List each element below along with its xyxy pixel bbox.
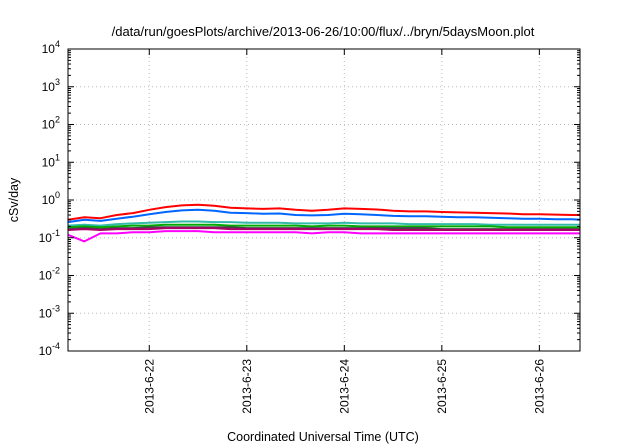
y-tick-label: 101 [42,152,60,169]
x-tick-label: 2013-6-23 [240,359,254,414]
series-line [67,220,580,227]
y-tick-label: 10-2 [39,266,60,283]
y-tick-label: 10-1 [39,228,60,245]
x-tick-label: 2013-6-25 [435,359,449,414]
x-tick-label: 2013-6-26 [532,359,546,414]
series-line [67,223,580,229]
y-tick-label: 104 [42,39,60,56]
series-lines [67,203,581,243]
grid [68,49,580,351]
x-axis-label: Coordinated Universal Time (UTC) [227,430,419,444]
y-tick-label: 103 [42,77,60,94]
y-axis: 10-4 10-3 10-2 10-1 100 101 102 103 104 [39,39,580,358]
series-line [67,208,581,224]
y-axis-label: cSv/day [7,177,21,222]
series-line [67,227,580,231]
series-line [67,230,580,243]
x-axis: 2013-6-22 2013-6-23 2013-6-24 2013-6-25 2013… [142,49,546,414]
x-tick-label: 2013-6-24 [337,359,351,414]
y-tick-label: 10-3 [39,303,60,320]
y-tick-label: 10-4 [39,341,60,358]
x-tick-label: 2013-6-22 [142,359,156,414]
y-tick-label: 100 [42,190,60,207]
y-tick-label: 102 [42,115,60,132]
series-line [67,203,580,221]
chart-title: /data/run/goesPlots/archive/2013-06-26/1… [112,24,535,39]
